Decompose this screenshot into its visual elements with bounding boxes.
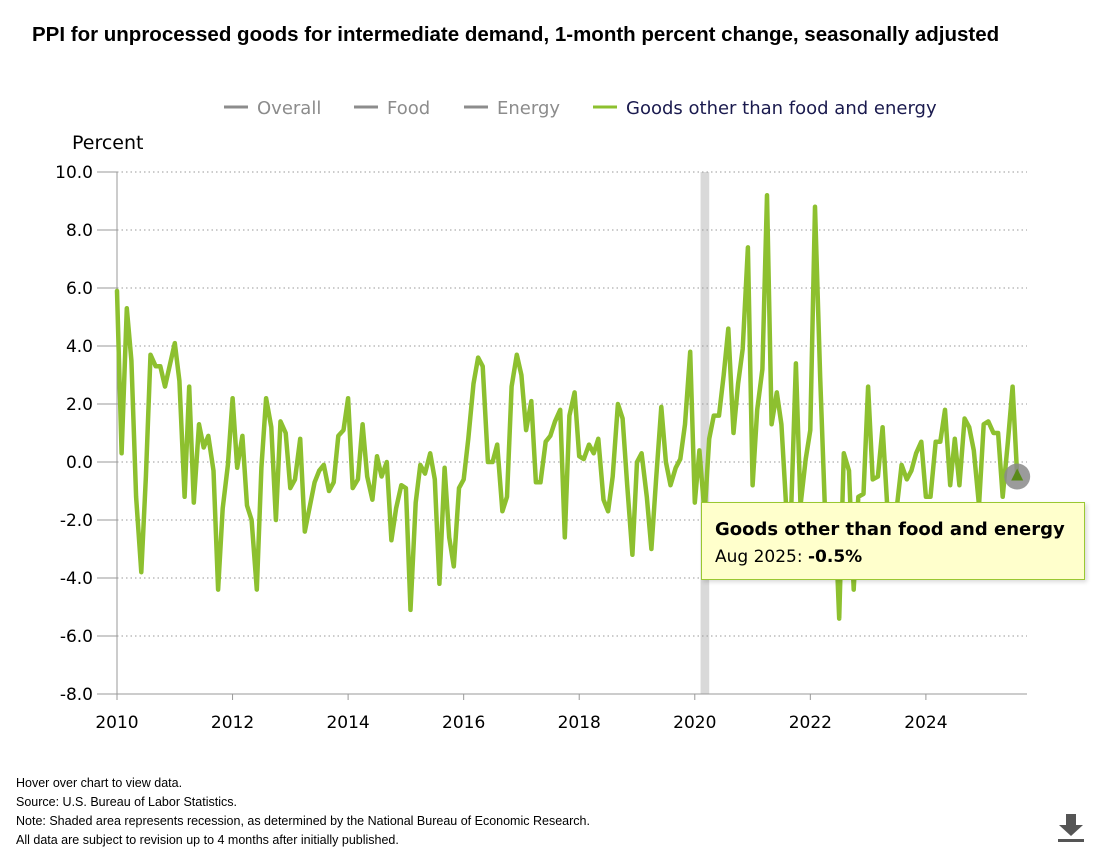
legend-label: Food xyxy=(387,98,430,119)
y-tick-label: 0.0 xyxy=(66,453,93,473)
y-tick-label: 2.0 xyxy=(66,395,93,415)
tooltip-series-name: Goods other than food and energy xyxy=(715,519,1065,540)
axes xyxy=(116,172,1027,695)
y-tick-label: 4.0 xyxy=(66,337,93,357)
tooltip-date: Aug 2025: xyxy=(715,547,803,567)
y-tick-label: -4.0 xyxy=(60,569,93,589)
download-icon[interactable] xyxy=(1056,812,1086,844)
x-tick-label: 2022 xyxy=(789,713,832,733)
y-tick-label: -6.0 xyxy=(60,627,93,647)
x-tick-label: 2012 xyxy=(211,713,254,733)
y-tick-label: -2.0 xyxy=(60,511,93,531)
y-tick-label: 8.0 xyxy=(66,221,93,241)
chart-svg[interactable]: Overall Food Energy Goods other than food a… xyxy=(0,0,1100,770)
x-tick-label: 2020 xyxy=(673,713,716,733)
legend-item[interactable]: Energy xyxy=(464,98,560,119)
tooltip-value: -0.5% xyxy=(808,547,863,567)
x-tick-label: 2024 xyxy=(904,713,947,733)
download-button[interactable] xyxy=(1056,812,1086,844)
note-revision: All data are subject to revision up to 4… xyxy=(16,833,399,847)
legend-item[interactable]: Food xyxy=(354,98,430,119)
y-axis-label: Percent xyxy=(72,132,144,154)
y-tick-label: 10.0 xyxy=(55,163,93,183)
legend: Overall Food Energy Goods other than food a… xyxy=(224,98,937,119)
x-axis-ticks: 2010 2012 2014 2016 2018 2020 2022 2024 xyxy=(95,694,948,733)
note-recession: Note: Shaded area represents recession, … xyxy=(16,814,590,828)
legend-item[interactable]: Goods other than food and energy xyxy=(593,98,937,119)
recession-band xyxy=(700,172,710,694)
x-tick-label: 2018 xyxy=(558,713,601,733)
note-source: Source: U.S. Bureau of Labor Statistics. xyxy=(16,795,237,809)
x-tick-label: 2016 xyxy=(442,713,485,733)
series-line xyxy=(114,192,1020,621)
series-layer[interactable] xyxy=(114,192,1020,621)
tooltip-value-line: Aug 2025: -0.5% xyxy=(715,547,862,567)
hover-arrow xyxy=(1011,468,1024,481)
legend-label: Goods other than food and energy xyxy=(626,98,937,119)
legend-item[interactable]: Overall xyxy=(224,98,321,119)
x-tick-label: 2010 xyxy=(95,713,138,733)
hover-tooltip: Goods other than food and energy Aug 202… xyxy=(701,502,1085,580)
y-axis-ticks: 10.0 8.0 6.0 4.0 2.0 0.0 -2.0 -4.0 -6.0 -8.0 xyxy=(55,163,117,705)
y-tick-label: 6.0 xyxy=(66,279,93,299)
legend-label: Overall xyxy=(257,98,321,119)
legend-label: Energy xyxy=(497,98,560,119)
y-tick-label: -8.0 xyxy=(60,685,93,705)
recession-shading xyxy=(700,172,710,694)
note-hover: Hover over chart to view data. xyxy=(16,776,183,790)
highlight-marker xyxy=(1004,463,1031,490)
x-tick-label: 2014 xyxy=(326,713,369,733)
chart-notes: Hover over chart to view data. Source: U… xyxy=(16,774,590,850)
chart-title: PPI for unprocessed goods for intermedia… xyxy=(32,23,1000,46)
